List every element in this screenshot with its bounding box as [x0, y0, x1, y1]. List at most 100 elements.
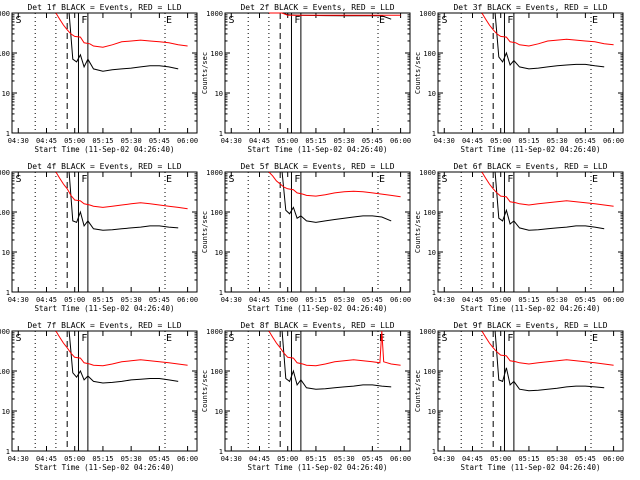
- marker-s: S: [442, 333, 448, 344]
- marker-s: S: [229, 333, 235, 344]
- marker-e: E: [166, 333, 172, 344]
- marker-s: S: [229, 15, 235, 26]
- y-tick-label: 1000: [419, 169, 436, 177]
- series-events-line: [494, 171, 605, 231]
- series-lld-line: [481, 12, 614, 47]
- x-tick-label: 06:00: [603, 455, 624, 463]
- panel-det-7: Det 7f BLACK = Events, RED = LLD 1 10 100 10…: [0, 321, 198, 472]
- y-axis-label: Counts/sec: [414, 52, 422, 94]
- x-tick-label: 05:30: [547, 455, 568, 463]
- x-tick-label: 05:45: [149, 455, 170, 463]
- y-tick-label: 1: [432, 130, 436, 138]
- y-tick-label: 1: [219, 448, 223, 456]
- plot-frame: [437, 12, 624, 134]
- y-tick-label: 100: [210, 368, 223, 376]
- y-axis-label: Counts/sec: [201, 211, 209, 253]
- y-tick-label: 1: [219, 130, 223, 138]
- x-tick-label: 05:00: [490, 296, 511, 304]
- panel-det-9: Det 9f BLACK = Events, RED = LLD 1 10 100 10…: [414, 321, 624, 472]
- panel-title: Det 1f BLACK = Events, RED = LLD: [27, 3, 181, 12]
- x-tick-label: 05:30: [121, 137, 142, 145]
- series-lld-line: [55, 12, 188, 48]
- x-tick-label: 05:45: [575, 137, 596, 145]
- x-tick-label: 05:15: [518, 296, 539, 304]
- x-tick-label: 04:30: [221, 455, 242, 463]
- series-lld-line: [268, 330, 401, 367]
- marker-f: F: [507, 333, 513, 344]
- y-tick-label: 10: [215, 249, 223, 257]
- series-lld-line: [55, 330, 188, 367]
- y-tick-label: 100: [0, 209, 10, 217]
- x-tick-label: 06:00: [603, 137, 624, 145]
- series-events-line: [68, 12, 179, 72]
- x-tick-label: 04:45: [36, 455, 57, 463]
- x-tick-label: 04:45: [249, 455, 270, 463]
- x-tick-label: 05:45: [575, 296, 596, 304]
- y-tick-label: 100: [210, 209, 223, 217]
- x-tick-label: 06:00: [390, 455, 411, 463]
- marker-f: F: [294, 174, 300, 185]
- marker-f: F: [507, 174, 513, 185]
- plot-frame: [11, 171, 198, 293]
- x-tick-label: 05:00: [277, 455, 298, 463]
- marker-s: S: [16, 333, 22, 344]
- marker-e: E: [592, 174, 598, 185]
- marker-s: S: [16, 15, 22, 26]
- panel-title: Det 6f BLACK = Events, RED = LLD: [453, 162, 607, 171]
- y-tick-label: 1: [432, 289, 436, 297]
- x-tick-label: 05:45: [362, 296, 383, 304]
- x-tick-label: 05:15: [305, 296, 326, 304]
- marker-f: F: [81, 15, 87, 26]
- y-tick-label: 1000: [206, 10, 223, 18]
- y-tick-label: 100: [210, 50, 223, 58]
- marker-f: F: [294, 333, 300, 344]
- y-axis-label: Counts/sec: [414, 211, 422, 253]
- x-axis-label: Start Time (11-Sep-02 04:26:40): [35, 304, 175, 313]
- series-events-line: [494, 330, 605, 392]
- x-tick-label: 04:45: [36, 137, 57, 145]
- x-tick-label: 04:30: [221, 137, 242, 145]
- x-tick-label: 04:30: [221, 296, 242, 304]
- y-tick-label: 10: [2, 90, 10, 98]
- y-tick-label: 100: [423, 50, 436, 58]
- x-tick-label: 05:00: [490, 137, 511, 145]
- panel-det-5: Det 5f BLACK = Events, RED = LLD 1 10 100 10…: [201, 162, 411, 313]
- x-tick-label: 05:15: [518, 137, 539, 145]
- marker-e: E: [592, 333, 598, 344]
- series-events-line: [68, 171, 179, 231]
- x-tick-label: 05:00: [277, 137, 298, 145]
- plot-frame: [224, 12, 411, 134]
- panel-title: Det 2f BLACK = Events, RED = LLD: [240, 3, 394, 12]
- x-tick-label: 05:45: [149, 137, 170, 145]
- x-tick-label: 04:45: [36, 296, 57, 304]
- x-tick-label: 05:00: [64, 296, 85, 304]
- x-tick-label: 05:30: [547, 296, 568, 304]
- y-tick-label: 10: [2, 408, 10, 416]
- marker-e: E: [166, 15, 172, 26]
- x-tick-label: 05:45: [362, 455, 383, 463]
- series-lld-line: [481, 330, 614, 366]
- x-tick-label: 05:30: [334, 296, 355, 304]
- y-tick-label: 1: [219, 289, 223, 297]
- x-tick-label: 05:45: [575, 455, 596, 463]
- x-tick-label: 04:45: [249, 296, 270, 304]
- y-tick-label: 100: [0, 368, 10, 376]
- x-tick-label: 06:00: [603, 296, 624, 304]
- y-tick-label: 1000: [419, 328, 436, 336]
- y-tick-label: 10: [428, 249, 436, 257]
- marker-e: E: [379, 174, 385, 185]
- x-tick-label: 05:15: [92, 455, 113, 463]
- x-axis-label: Start Time (11-Sep-02 04:26:40): [248, 145, 388, 154]
- marker-s: S: [229, 174, 235, 185]
- y-tick-label: 1000: [206, 328, 223, 336]
- x-tick-label: 05:15: [305, 455, 326, 463]
- x-tick-label: 06:00: [177, 137, 198, 145]
- y-tick-label: 10: [428, 90, 436, 98]
- plot-frame: [224, 171, 411, 293]
- y-tick-label: 1000: [0, 10, 10, 18]
- panel-title: Det 4f BLACK = Events, RED = LLD: [27, 162, 181, 171]
- plot-frame: [11, 12, 198, 134]
- y-axis-label: Counts/sec: [201, 52, 209, 94]
- panel-det-4: Det 4f BLACK = Events, RED = LLD 1 10 100 10…: [0, 162, 198, 313]
